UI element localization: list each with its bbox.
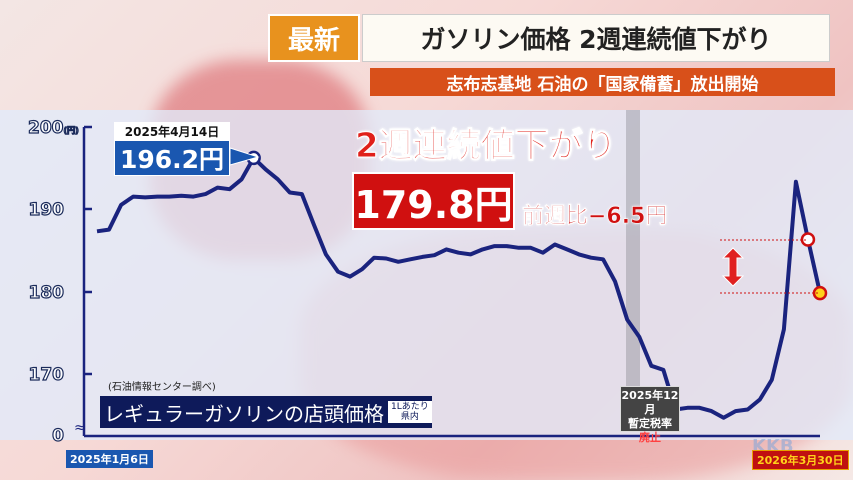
x-start-label: 2025年1月6日 bbox=[66, 450, 153, 468]
tax-abolition-note: 2025年12月 暫定税率 廃止 bbox=[620, 386, 680, 444]
series-label-text: レギュラーガソリンの店頭価格 bbox=[104, 401, 384, 426]
axis-break-icon: ≈ bbox=[74, 420, 86, 436]
ytick-190: 190 bbox=[28, 199, 65, 220]
prev-week-marker bbox=[800, 232, 816, 247]
source-note: (石油情報センター調べ) bbox=[108, 382, 216, 393]
peak-callout-pointer bbox=[229, 147, 260, 166]
y-tick-marks bbox=[84, 125, 92, 376]
unit-badge: 1Lあたり 県内 bbox=[388, 401, 432, 423]
series-label: レギュラーガソリンの店頭価格 1Lあたり 県内 bbox=[100, 396, 432, 428]
change-arrow-icon bbox=[721, 247, 745, 287]
price-line bbox=[96, 155, 822, 420]
latest-marker bbox=[812, 285, 828, 301]
weekly-change: 前週比−6.5円 bbox=[522, 204, 668, 230]
ytick-170: 170 bbox=[28, 364, 65, 385]
ytick-200: 200(円) bbox=[27, 117, 79, 138]
peak-date: 2025年4月14日 bbox=[114, 122, 230, 140]
x-end-label: 2026年3月30日 bbox=[752, 450, 849, 470]
headline-caption: 2週連続値下がり bbox=[355, 126, 618, 167]
latest-price: 179.8円 bbox=[352, 172, 515, 230]
ytick-0: 0 bbox=[52, 425, 65, 446]
headline-title: ガソリン価格 2週連続値下がり bbox=[362, 14, 830, 62]
ytick-180: 180 bbox=[28, 282, 65, 303]
latest-badge: 最新 bbox=[268, 14, 360, 62]
peak-value: 196.2円 bbox=[114, 140, 230, 176]
december-marker bbox=[626, 110, 640, 388]
headline-subtitle: 志布志基地 石油の「国家備蓄」放出開始 bbox=[370, 68, 835, 96]
